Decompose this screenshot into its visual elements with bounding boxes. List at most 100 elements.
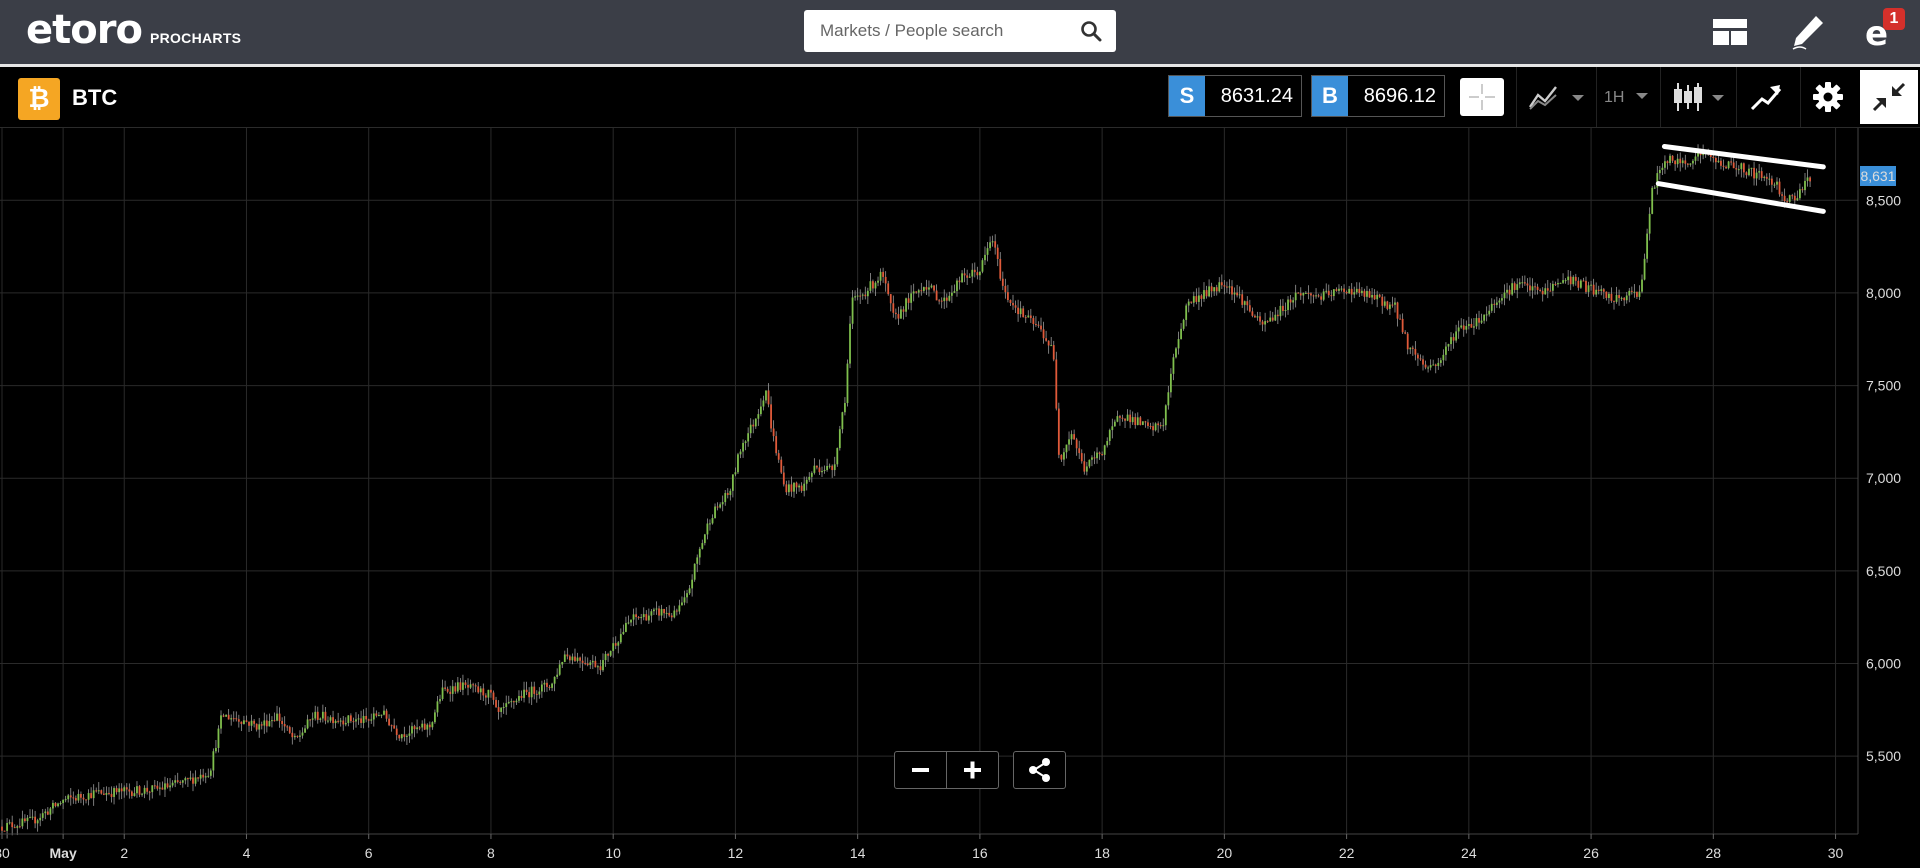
candle-body (235, 718, 238, 720)
candle-body (18, 826, 21, 828)
candle-body (1470, 323, 1473, 328)
candle-body (1590, 284, 1592, 286)
candle-body (1040, 325, 1042, 330)
last-price-label: 8,631 (1860, 168, 1895, 184)
compare-chart-icon[interactable] (1528, 81, 1590, 113)
candle-body (805, 479, 808, 484)
buy-label: B (1312, 76, 1348, 116)
buy-button[interactable]: B 8696.12 (1311, 75, 1445, 117)
candle-body (1231, 286, 1233, 295)
candle-body (408, 733, 411, 736)
timeframe-dropdown[interactable]: 1H (1598, 67, 1658, 127)
candle-body (869, 281, 872, 291)
etoro-logo[interactable]: etoro PROCHARTS (26, 8, 241, 52)
candle-body (528, 692, 531, 698)
candle-body (1686, 163, 1689, 165)
candle-body (619, 634, 622, 643)
candle-body (785, 484, 788, 493)
trendline[interactable] (1661, 144, 1826, 170)
candle-body (434, 712, 436, 723)
candle-body (1725, 166, 1727, 169)
candle-body (841, 412, 844, 430)
candle-body (925, 287, 928, 290)
pencil-icon[interactable] (1788, 12, 1828, 52)
candle-body (1727, 161, 1730, 169)
candle-body (905, 298, 907, 312)
profile-icon[interactable]: e (1862, 12, 1902, 52)
chart-annotations[interactable] (1655, 144, 1826, 214)
crosshair-button[interactable] (1460, 78, 1504, 116)
candle-body (693, 563, 696, 580)
candle-body (1345, 291, 1348, 294)
candlestick-icon[interactable] (1672, 81, 1728, 113)
instrument-symbol: BTC (72, 85, 118, 110)
candle-body (248, 721, 250, 726)
layout-icon[interactable] (1710, 12, 1750, 52)
candle-body (13, 827, 16, 829)
candle-body (1770, 178, 1773, 185)
candle-body (278, 713, 281, 721)
candle-body (1793, 195, 1796, 201)
candle-body (375, 713, 378, 716)
candle-body (1366, 290, 1368, 297)
candle-body (1648, 213, 1651, 234)
candle-body (561, 661, 564, 665)
candle-body (1799, 189, 1801, 199)
candle-body (108, 792, 110, 794)
candle-body (1574, 276, 1577, 281)
candle-body (757, 414, 760, 419)
candle-body (1478, 318, 1480, 323)
candle-body (1730, 161, 1733, 163)
drawing-tools-icon[interactable] (1748, 81, 1784, 113)
candle-body (495, 699, 497, 708)
trendline[interactable] (1655, 181, 1826, 214)
candle-body (120, 788, 123, 792)
gear-icon[interactable] (1812, 81, 1844, 113)
search-input[interactable] (804, 10, 1116, 52)
zoom-out-button[interactable] (894, 751, 947, 789)
candle-body (1192, 296, 1195, 303)
candle-body (767, 390, 770, 405)
candle-body (866, 290, 869, 297)
candle-body (1144, 421, 1147, 423)
share-button[interactable] (1013, 751, 1066, 789)
candle-body (703, 534, 706, 544)
candle-body (1439, 360, 1442, 363)
candle-body (90, 793, 93, 799)
candle-body (597, 666, 599, 668)
price-chart[interactable]: 5,500 6,000 6,500 7,000 7,500 8,000 8,500 30 Ma… (0, 128, 1920, 868)
logo-wordmark: etoro (26, 7, 143, 53)
candle-body (192, 777, 194, 784)
candle-body (1541, 290, 1544, 295)
candle-body (459, 682, 462, 690)
candle-body (1697, 150, 1699, 157)
candle-body (1088, 459, 1091, 467)
notification-badge[interactable]: 1 (1883, 8, 1905, 30)
candle-body (314, 711, 317, 719)
candle-body (996, 247, 999, 259)
candle-body (1302, 292, 1305, 296)
candle-body (1422, 359, 1424, 365)
candle-body (1282, 305, 1284, 311)
candle-body (1503, 292, 1506, 299)
candle-body (1200, 295, 1203, 299)
search-icon[interactable] (1080, 20, 1102, 42)
zoom-in-button[interactable] (946, 751, 999, 789)
candle-body (810, 472, 813, 477)
candle-body (714, 506, 716, 519)
candle-body (861, 294, 864, 296)
candle-body (655, 608, 658, 610)
candle-body (490, 689, 492, 693)
candle-body (1368, 290, 1371, 298)
candle-body (602, 660, 604, 671)
candle-body (383, 710, 385, 715)
candle-body (678, 605, 681, 612)
sell-button[interactable]: S 8631.24 (1168, 75, 1302, 117)
exit-fullscreen-button[interactable] (1860, 70, 1918, 124)
candle-body (230, 718, 233, 720)
candle-body (1388, 304, 1391, 309)
candle-body (1740, 163, 1743, 170)
candle-body (304, 728, 306, 733)
candle-body (1106, 441, 1109, 446)
candle-body (400, 734, 403, 739)
